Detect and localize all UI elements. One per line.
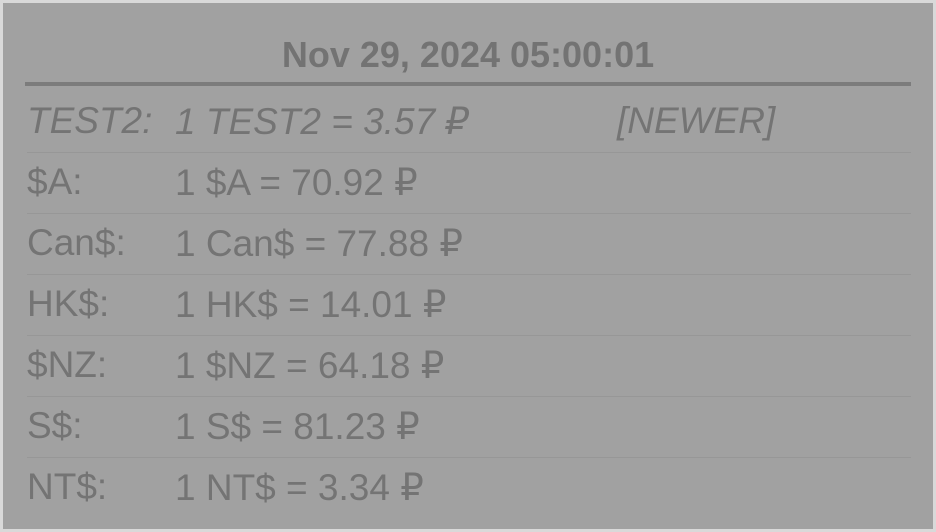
exchange-rate: 1 TEST2 = 3.57 ₽ (175, 101, 469, 142)
header-divider (25, 82, 911, 86)
rate-row-cad: Can$: 1 Can$ = 77.88 ₽ (27, 214, 911, 275)
exchange-rate: 1 HK$ = 14.01 ₽ (175, 284, 447, 325)
rate-row-sgd: S$: 1 S$ = 81.23 ₽ (27, 397, 911, 458)
rate-row-hkd: HK$: 1 HK$ = 14.01 ₽ (27, 275, 911, 336)
rate-row-nzd: $NZ: 1 $NZ = 64.18 ₽ (27, 336, 911, 397)
currency-code: HK$: (27, 283, 110, 324)
exchange-rate: 1 NT$ = 3.34 ₽ (175, 467, 424, 508)
exchange-rate: 1 S$ = 81.23 ₽ (175, 406, 420, 447)
update-timestamp: Nov 29, 2024 05:00:01 (281, 34, 655, 75)
exchange-rate: 1 $NZ = 64.18 ₽ (175, 345, 445, 386)
currency-code: $A: (27, 161, 83, 202)
currency-code: $NZ: (27, 344, 108, 385)
exchange-rate: 1 $A = 70.92 ₽ (175, 162, 418, 203)
newer-badge: [NEWER] (617, 100, 776, 141)
currency-code: S$: (27, 405, 83, 446)
rate-list: TEST2: 1 TEST2 = 3.57 ₽ [NEWER] $A: 1 $A… (27, 92, 911, 518)
currency-code: Can$: (27, 222, 126, 263)
rate-row-aud: $A: 1 $A = 70.92 ₽ (27, 153, 911, 214)
rate-row-twd: NT$: 1 NT$ = 3.34 ₽ (27, 458, 911, 518)
currency-code: NT$: (27, 466, 108, 507)
rate-row-test2: TEST2: 1 TEST2 = 3.57 ₽ [NEWER] (27, 92, 911, 153)
exchange-rate: 1 Can$ = 77.88 ₽ (175, 223, 463, 264)
currency-code: TEST2: (27, 100, 153, 141)
